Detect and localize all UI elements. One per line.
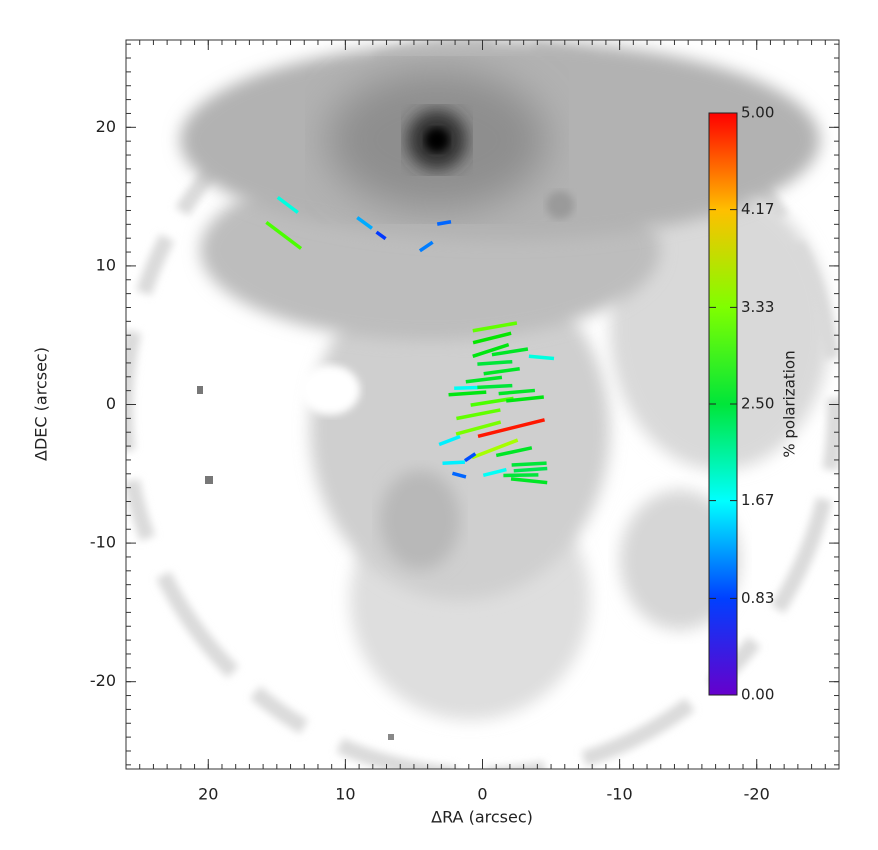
polarization-vector bbox=[482, 467, 507, 477]
y-tick-label: -10 bbox=[90, 533, 116, 552]
colorbar: % polarization 0.00 0.83 1.67 2.50 3.33 4.17 5… bbox=[708, 104, 799, 704]
colorbar-tick-label: 4.17 bbox=[741, 200, 774, 218]
polarization-vector bbox=[477, 418, 545, 439]
x-tick-label: 10 bbox=[335, 785, 355, 804]
polarization-vector bbox=[442, 460, 465, 466]
image bbox=[126, 40, 839, 769]
y-tick-label: 10 bbox=[96, 255, 116, 274]
polarization-vector bbox=[483, 366, 520, 376]
polarization-vector bbox=[455, 420, 502, 436]
polarization-vector bbox=[448, 390, 487, 397]
colorbar-tick-label: 5.00 bbox=[741, 104, 774, 122]
x-axis-label: ΔRA (arcsec) bbox=[431, 808, 533, 827]
polarization-vector bbox=[491, 347, 529, 357]
polarization-vector bbox=[510, 477, 548, 485]
polarization-vector bbox=[506, 395, 544, 403]
y-axis-label: ΔDEC (arcsec) bbox=[32, 347, 51, 461]
polarization-vector bbox=[503, 473, 539, 478]
polarization-vector bbox=[511, 461, 547, 467]
polarization-vector bbox=[528, 354, 555, 361]
y-tick-label: 20 bbox=[96, 117, 116, 136]
polarization-vector bbox=[438, 434, 461, 447]
colorbar-tick-label: 1.67 bbox=[741, 491, 774, 509]
polarization-vector bbox=[356, 216, 373, 230]
vectors bbox=[265, 195, 555, 485]
polarization-vector bbox=[456, 408, 501, 421]
polarization-vector bbox=[436, 220, 452, 226]
y-tick-label: -20 bbox=[90, 671, 116, 690]
colorbar-tick-label: 0.00 bbox=[741, 686, 774, 704]
polarization-vector bbox=[375, 230, 387, 241]
polarization-vector bbox=[477, 359, 513, 366]
polarization-vector bbox=[451, 471, 467, 479]
colorbar-tick-label: 2.50 bbox=[741, 395, 774, 413]
polarization-vector bbox=[472, 342, 510, 358]
polarization-vector bbox=[477, 383, 513, 390]
polarization-vector bbox=[454, 385, 478, 391]
polarization-vector bbox=[463, 452, 477, 463]
colorbar-tick-label: 3.33 bbox=[741, 298, 774, 316]
polarization-vector bbox=[276, 195, 299, 214]
polarization-vector bbox=[472, 321, 518, 333]
colorbar-tick-label: 0.83 bbox=[741, 589, 774, 607]
polarization-vector bbox=[418, 240, 434, 253]
polarization-vector bbox=[265, 220, 303, 250]
polarization-vector bbox=[495, 446, 533, 458]
polarization-vector bbox=[472, 331, 512, 345]
polarization-vector bbox=[465, 375, 503, 384]
x-tick-label: 0 bbox=[477, 785, 487, 804]
x-tick-label: -20 bbox=[744, 785, 770, 804]
x-tick-label: 20 bbox=[198, 785, 218, 804]
polarization-vector bbox=[498, 388, 536, 396]
polarization-vector bbox=[513, 466, 548, 473]
x-tick-label: -10 bbox=[607, 785, 633, 804]
colorbar-label: % polarization bbox=[781, 350, 799, 457]
polarization-vector bbox=[471, 438, 519, 460]
y-tick-label: 0 bbox=[106, 394, 116, 413]
